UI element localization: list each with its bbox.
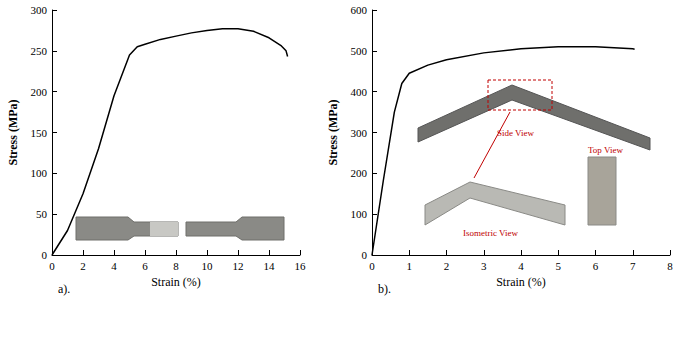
svg-text:2: 2 <box>444 260 450 272</box>
svg-text:Top View: Top View <box>588 145 623 155</box>
svg-text:50: 50 <box>36 208 48 220</box>
svg-text:Strain (%): Strain (%) <box>151 275 201 289</box>
svg-text:0: 0 <box>49 260 55 272</box>
svg-text:150: 150 <box>31 127 48 139</box>
svg-text:1: 1 <box>407 260 413 272</box>
svg-text:16: 16 <box>295 260 307 272</box>
svg-text:Stress (MPa): Stress (MPa) <box>6 99 20 165</box>
svg-text:12: 12 <box>233 260 244 272</box>
svg-text:0: 0 <box>42 249 48 261</box>
svg-text:100: 100 <box>31 167 48 179</box>
svg-text:6: 6 <box>142 260 148 272</box>
svg-text:100: 100 <box>351 208 368 220</box>
svg-text:6: 6 <box>593 260 599 272</box>
svg-text:10: 10 <box>202 260 214 272</box>
svg-text:500: 500 <box>351 45 368 57</box>
svg-text:4: 4 <box>518 260 524 272</box>
svg-text:200: 200 <box>31 86 48 98</box>
svg-text:4: 4 <box>111 260 117 272</box>
svg-text:14: 14 <box>264 260 276 272</box>
svg-text:0: 0 <box>369 260 375 272</box>
svg-text:3: 3 <box>481 260 487 272</box>
svg-text:7: 7 <box>630 260 636 272</box>
svg-text:250: 250 <box>31 45 48 57</box>
svg-text:600: 600 <box>351 4 368 16</box>
svg-text:5: 5 <box>556 260 562 272</box>
svg-text:b).: b). <box>378 282 391 296</box>
svg-text:0: 0 <box>362 249 368 261</box>
svg-text:Stress (MPa): Stress (MPa) <box>326 99 340 165</box>
svg-text:300: 300 <box>31 4 48 16</box>
svg-text:8: 8 <box>173 260 179 272</box>
svg-text:200: 200 <box>351 167 368 179</box>
svg-text:a).: a). <box>58 282 70 296</box>
svg-text:Strain (%): Strain (%) <box>496 275 546 289</box>
svg-text:8: 8 <box>667 260 673 272</box>
svg-text:Side View: Side View <box>497 128 535 138</box>
svg-text:300: 300 <box>351 127 368 139</box>
svg-text:Isometric View: Isometric View <box>463 228 519 238</box>
svg-text:400: 400 <box>351 86 368 98</box>
svg-text:2: 2 <box>80 260 86 272</box>
